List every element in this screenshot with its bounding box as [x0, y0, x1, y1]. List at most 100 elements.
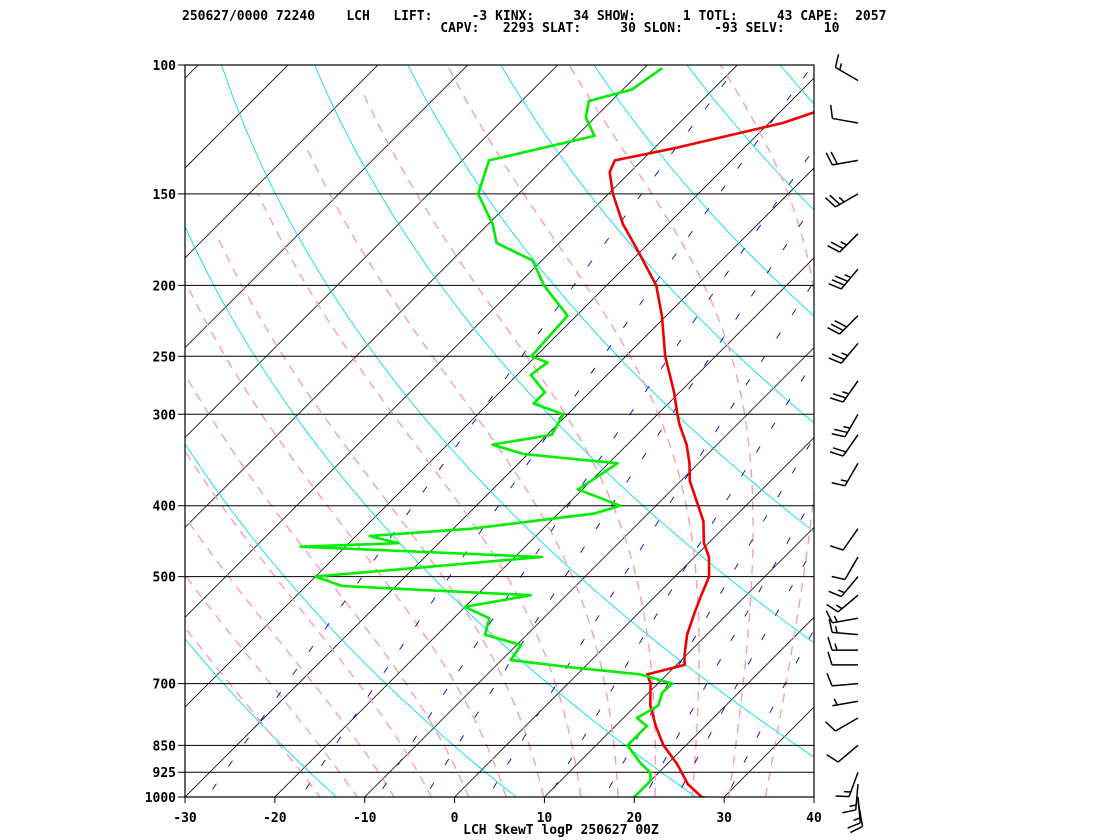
mixing-ratio-line [548, 360, 814, 797]
wind-barb [828, 268, 859, 290]
wind-barb-column [825, 54, 864, 834]
wind-barb-staff [832, 682, 859, 687]
wind-barb-staff [842, 434, 859, 457]
pressure-tick-label: 100 [153, 59, 177, 74]
dry-adiabat-line [1059, 65, 1120, 813]
wind-barb-half-flag [834, 625, 838, 633]
wind-barb-flag [835, 795, 850, 798]
pressure-tick-label: 250 [153, 350, 177, 365]
background-lines [0, 49, 1120, 813]
wind-barb-half-flag [838, 196, 845, 203]
wind-barb-flag [831, 353, 845, 361]
wind-barb-flag [832, 393, 847, 399]
temperature-tick-label: -10 [353, 811, 377, 826]
moist-adiabat-line [185, 573, 358, 797]
mixing-ratio-line [300, 65, 814, 797]
plot-frame [184, 64, 815, 798]
wind-barb [831, 413, 859, 438]
wind-barb [828, 618, 859, 636]
wind-barb-staff [835, 66, 859, 82]
wind-barb [827, 651, 858, 666]
mixing-ratio-line [206, 65, 739, 797]
dry-adiabat-line [185, 442, 517, 797]
dry-adiabat-line [686, 65, 814, 211]
plot-border [184, 64, 815, 798]
wind-barb-flag [827, 245, 840, 253]
temperature-tick-label: 30 [716, 811, 732, 826]
dry-adiabat-line [0, 65, 172, 813]
wind-barb-half-flag [833, 615, 838, 623]
wind-barb [829, 380, 859, 403]
moist-adiabat-line [720, 65, 814, 797]
wind-barb-flag [830, 323, 844, 332]
mixing-ratio-line [644, 496, 814, 797]
wind-barb-staff [832, 117, 859, 124]
wind-barb-staff [842, 528, 859, 551]
wind-barb-flag [834, 54, 840, 68]
pressure-tick-labels: 100 150 200 250 300 400 500 700 850 925 1000 [145, 59, 185, 806]
temperature-tick-label: 40 [806, 811, 822, 826]
wind-barb-flag [830, 241, 844, 250]
moist-adiabat-line [215, 233, 545, 797]
wind-barb-flag [825, 197, 836, 208]
wind-barb-staff [844, 556, 859, 580]
wind-barb [831, 556, 859, 581]
moist-adiabat-line [446, 65, 700, 797]
wind-barb-staff [837, 594, 859, 613]
wind-barb-half-flag [835, 604, 843, 610]
isotherm-line [454, 437, 814, 797]
wind-barb [828, 342, 859, 364]
wind-barb-flag [847, 822, 861, 829]
wind-barb [826, 744, 859, 763]
isotherm-line [185, 65, 379, 259]
mixing-ratio-line [487, 280, 814, 797]
dry-adiabat-line [873, 65, 1120, 813]
wind-barb-flag [826, 603, 839, 613]
wind-barb [828, 576, 859, 598]
wind-barb-staff [842, 380, 859, 403]
mixing-ratio-line [725, 628, 814, 797]
moist-adiabat-line [185, 279, 507, 797]
dry-adiabat-line [966, 65, 1120, 813]
mixing-ratio-line [424, 203, 814, 797]
dry-adiabat-line [779, 65, 814, 105]
wind-barb [832, 698, 859, 707]
moist-adiabat-line [363, 94, 657, 797]
wind-barb [829, 528, 859, 551]
moist-adiabat-line [306, 148, 619, 797]
isotherm-line [543, 526, 814, 797]
pressure-tick-label: 925 [153, 766, 176, 781]
temperature-tick-label: 0 [451, 811, 459, 826]
wind-barb-staff [837, 744, 859, 763]
wind-barb-half-flag [840, 241, 848, 246]
mixing-ratio-line [676, 546, 814, 797]
wind-barb-flag [829, 397, 844, 403]
isotherm-line [723, 706, 814, 797]
wind-barb-flag [834, 319, 848, 328]
wind-barb-flag [827, 327, 840, 335]
wind-barb-flag [830, 151, 838, 165]
wind-barb-flag [829, 451, 844, 457]
temperature-tick-label: 10 [537, 811, 553, 826]
moist-adiabat-line [185, 515, 395, 797]
wind-barb-flag [825, 610, 834, 624]
wind-barb-half-flag [840, 479, 848, 483]
wind-barb-flag [827, 651, 833, 666]
wind-barb-half-flag [842, 391, 850, 395]
isotherm-line [813, 796, 814, 797]
isotherm-line [185, 77, 814, 708]
wind-barb-half-flag [841, 352, 849, 357]
isotherm-line [185, 65, 559, 439]
wind-barb-staff [832, 631, 859, 636]
pressure-tick-label: 400 [153, 500, 177, 515]
dry-adiabat-line [314, 65, 814, 644]
moist-adiabat-line [185, 449, 433, 797]
isotherm-line [185, 167, 814, 797]
header-line-1: 250627/0000 72240 LCH LIFT: -3 KINX: 34 … [182, 9, 887, 24]
isotherm-line [0, 49, 35, 813]
wind-barb-flag [842, 809, 856, 814]
wind-barb-flag [828, 357, 842, 364]
pressure-tick-label: 500 [153, 571, 177, 586]
temperature-tick-label: 20 [626, 811, 642, 826]
wind-barb [827, 233, 859, 253]
